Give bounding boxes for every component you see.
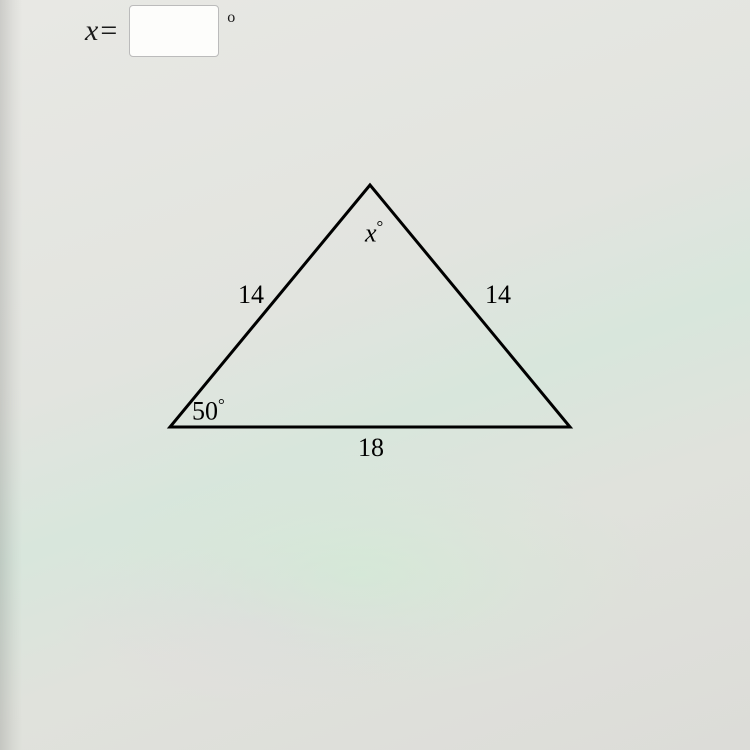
variable-letter: x xyxy=(85,14,98,47)
triangle-diagram: 14 14 18 50° x° xyxy=(140,165,600,465)
equals-sign: = xyxy=(100,14,117,47)
side-label-bottom: 18 xyxy=(358,433,384,463)
angle-bl-value: 50 xyxy=(192,397,218,426)
angle-top-suffix: ° xyxy=(377,217,384,236)
equation-variable: x= xyxy=(85,14,117,48)
answer-input[interactable] xyxy=(129,5,219,57)
page-edge-shadow xyxy=(0,0,22,750)
equation-row: x= o xyxy=(85,5,235,57)
degree-unit: o xyxy=(227,9,235,27)
side-label-left: 14 xyxy=(238,280,264,310)
angle-label-top: x° xyxy=(365,217,383,249)
side-label-right: 14 xyxy=(485,280,511,310)
angle-top-value: x xyxy=(365,219,377,248)
angle-label-bottom-left: 50° xyxy=(192,395,225,427)
angle-bl-suffix: ° xyxy=(218,395,225,414)
screen-glare xyxy=(0,430,750,750)
